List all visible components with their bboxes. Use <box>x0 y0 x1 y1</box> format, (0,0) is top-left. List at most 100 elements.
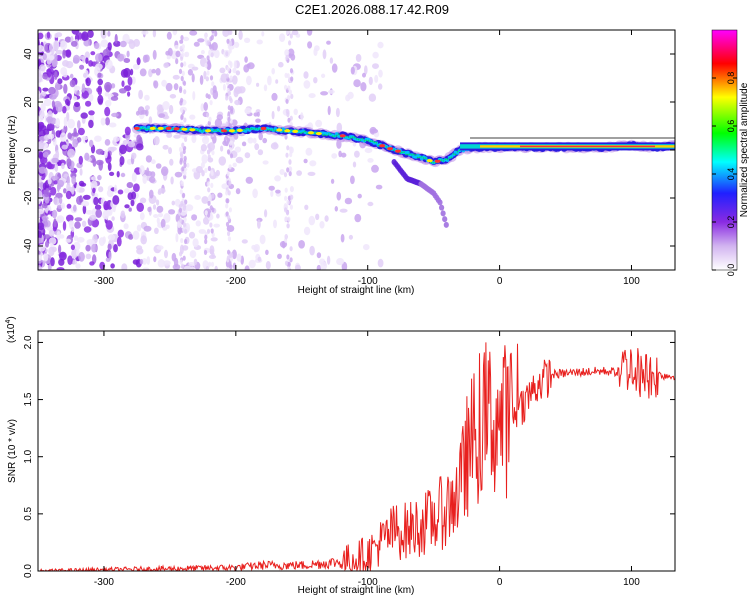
spectrogram-noise-cell <box>360 82 367 92</box>
spectrogram-noise-cell <box>275 79 279 84</box>
spectrogram-noise-cell <box>158 113 166 118</box>
spectrogram-noise-cell <box>211 42 218 51</box>
spectrogram-noise-cell <box>120 69 129 78</box>
spectrogram-noise-cell <box>83 72 87 78</box>
spectrogram-streak-cell <box>207 165 211 172</box>
spectrogram-noise-cell <box>62 50 66 59</box>
spectrogram-ridge-cell <box>203 128 206 131</box>
spectrogram-noise-cell <box>68 220 74 226</box>
spectrogram-noise-cell <box>347 91 354 99</box>
spectrogram-noise-cell <box>62 221 67 231</box>
spectrogram-noise-cell <box>120 172 126 178</box>
spectrogram-streak-cell <box>180 35 184 41</box>
spectrogram-noise-cell <box>91 176 97 181</box>
spectrogram-peak-cell <box>339 134 346 138</box>
spectrogram-noise-cell <box>378 69 383 78</box>
spectrogram-noise-cell <box>91 218 100 228</box>
spectrogram-ridge-cell <box>145 128 148 131</box>
spectrogram-streak-cell <box>226 38 230 44</box>
spectrogram-noise-cell <box>222 30 230 37</box>
spectrogram-noise-cell <box>110 263 115 269</box>
spectrogram-noise-cell <box>119 40 127 48</box>
spectrogram-noise-cell <box>254 143 260 151</box>
spectrogram-noise-cell <box>248 259 256 269</box>
spectrogram-noise-cell <box>69 73 74 79</box>
spectrogram-noise-cell <box>205 76 209 82</box>
spectrogram-streak-cell <box>183 170 187 176</box>
spectrogram-streak-cell <box>227 105 231 111</box>
spectrogram-streak-cell <box>179 218 183 224</box>
colorbar-tick-label: 0.8 <box>726 72 736 85</box>
spectrogram-noise-cell <box>336 122 343 133</box>
spectrogram-streak-cell <box>180 153 184 159</box>
spectrogram-noise-cell <box>288 159 292 165</box>
spectrogram-noise-cell <box>257 256 262 262</box>
spectrogram-streak-cell <box>228 180 232 186</box>
spectrogram-noise-cell <box>298 240 305 249</box>
spectrogram-streak-cell <box>227 116 231 123</box>
spectrogram-noise-cell <box>82 204 87 215</box>
spectrogram-noise-cell <box>191 73 195 83</box>
spectrogram-noise-cell <box>336 258 345 266</box>
spectrogram-noise-cell <box>154 227 159 234</box>
spectrogram-noise-cell <box>66 203 72 209</box>
spectrogram-noise-cell <box>370 128 379 134</box>
spectrogram-noise-cell <box>77 127 85 136</box>
spectrogram-noise-cell <box>53 218 57 228</box>
spectrogram-noise-cell <box>149 189 154 199</box>
spectrogram-noise-cell <box>271 92 278 101</box>
spectrogram-noise-cell <box>170 176 174 185</box>
spectrogram-noise-cell <box>42 53 47 61</box>
spectrogram-noise-cell <box>308 215 316 226</box>
spectrogram-streak-cell <box>183 61 187 67</box>
spectrogram-ridge-cell <box>444 158 447 160</box>
spectrogram-noise-cell <box>97 94 104 105</box>
spectrogram-noise-cell <box>139 197 147 204</box>
spectrogram-noise-cell <box>308 93 316 99</box>
spectrogram-ridge-cell <box>363 140 366 142</box>
spectrogram-noise-cell <box>300 112 304 121</box>
svg-text:(x104): (x104) <box>5 316 17 343</box>
spectrogram-noise-cell <box>152 30 157 38</box>
snr-x-ticks: -300 -200 -100 0 100 <box>94 331 640 588</box>
spectrogram-noise-cell <box>111 216 115 222</box>
spectrogram-ridge-cell <box>195 128 198 131</box>
spectrogram-x-tick-label: -100 <box>358 276 378 287</box>
spectrogram-noise-cell <box>192 238 199 248</box>
spectrogram-noise-cell <box>303 71 309 79</box>
spectrogram-ridge-cell <box>414 154 417 156</box>
spectrogram-streak-cell <box>207 195 211 201</box>
spectrogram-noise-cell <box>95 159 104 166</box>
spectrogram-streak-cell <box>229 140 233 146</box>
spectrogram-streak-cell <box>285 98 289 104</box>
spectrogram-noise-cell <box>47 133 55 140</box>
spectrogram-noise-cell <box>163 213 171 223</box>
spectrogram-noise-cell <box>291 30 299 36</box>
spectrogram-noise-cell <box>244 37 251 43</box>
spectrogram-noise-cell <box>132 63 140 70</box>
spectrogram-noise-cell <box>350 66 355 75</box>
colorbar-tick-label: 0.6 <box>726 120 736 133</box>
spectrogram-noise-cell <box>279 33 286 42</box>
spectrogram-noise-cell <box>144 94 150 101</box>
spectrogram-noise-cell <box>119 144 127 155</box>
spectrogram-noise-cell <box>217 192 223 198</box>
spectrogram-noise-cell <box>244 265 250 270</box>
spectrogram-streak-cell <box>207 143 211 149</box>
spectrogram-noise-cell <box>136 134 142 144</box>
spectrogram-noise-cell <box>116 236 122 247</box>
spectrogram-ridge-cell <box>367 139 370 142</box>
spectrogram-streak-cell <box>210 34 214 41</box>
spectrogram-noise-cell <box>75 263 81 269</box>
spectrogram-noise-cell <box>195 166 203 174</box>
spectrogram-noise-cell <box>142 174 147 185</box>
spectrogram-streak-cell <box>289 68 294 74</box>
spectrogram-noise-cell <box>103 200 109 211</box>
spectrogram-noise-cell <box>52 225 57 232</box>
spectrogram-noise-cell <box>363 244 370 251</box>
spectrogram-streak-cell <box>225 221 230 227</box>
spectrogram-noise-cell <box>104 100 112 107</box>
spectrogram-noise-cell <box>53 180 58 185</box>
spectrogram-peak-cell <box>173 127 180 131</box>
spectrogram-ridge-cell <box>270 129 273 131</box>
